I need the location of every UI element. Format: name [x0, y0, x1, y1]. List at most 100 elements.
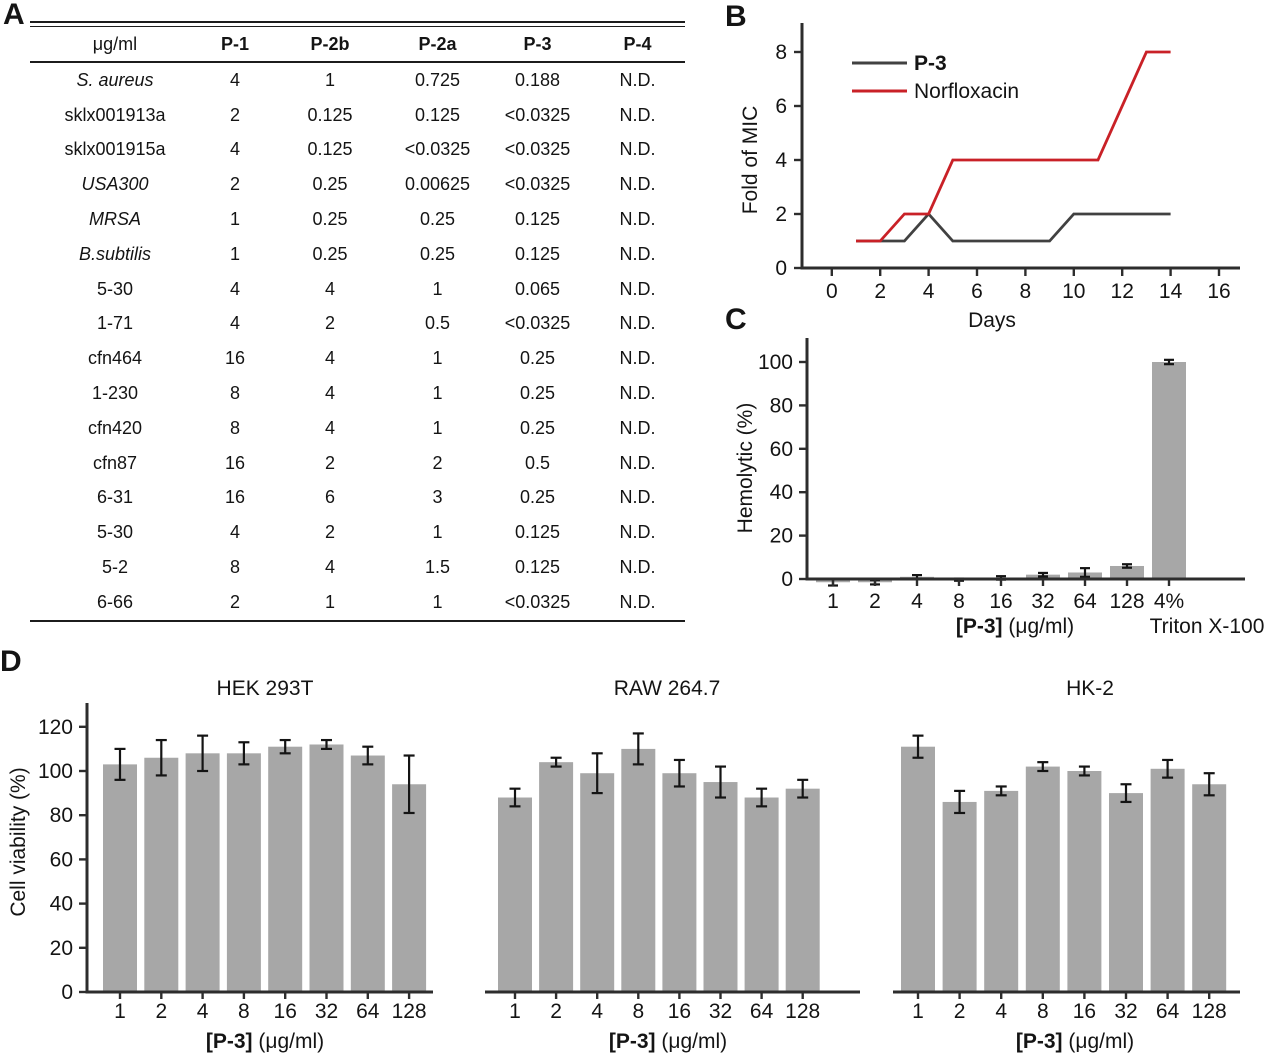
table-row: 5-30 4 4 1 0.065 N.D.: [30, 272, 685, 307]
strain-cell: sklx001915a: [64, 139, 166, 160]
x-axis-title: [P-3] (μg/ml): [206, 1030, 324, 1053]
mic-value-cell: 0.125: [307, 139, 353, 160]
y-tick-label: 120: [38, 716, 73, 739]
legend-label-p3: P-3: [914, 52, 947, 75]
x-tick-label: 1: [912, 1000, 924, 1023]
mic-value-cell: 0.125: [514, 522, 561, 543]
x-axis-title: [P-3] (μg/ml): [609, 1030, 727, 1053]
bar-4: [580, 773, 615, 992]
x-tick-label: 32: [1114, 1000, 1137, 1023]
x-tick-label: 128: [392, 1000, 427, 1023]
table-row: S. aureus 4 1 0.725 0.188 N.D.: [30, 62, 685, 98]
bar-16: [268, 746, 303, 992]
y-tick-label: 100: [38, 760, 73, 783]
x-tick-label: 8: [1020, 280, 1032, 303]
y-tick-label: 80: [770, 394, 793, 417]
strain-cell: 6-66: [96, 591, 134, 612]
chart-title: HEK 293T: [217, 677, 314, 700]
x-tick-label: 12: [1111, 280, 1134, 303]
column-header-p-4: P-4: [623, 33, 652, 54]
bar-8: [621, 748, 656, 992]
hemolysis-bar-chart: 0 20 40 60 80 100 1 2 4 8 16 32 64 128 4% [P-3] (μg/ml)…: [734, 338, 1264, 638]
mic-value-cell: 0.065: [514, 278, 561, 299]
x-tick-label: 32: [709, 1000, 732, 1023]
mic-value-cell: 1: [324, 69, 335, 90]
mic-value-cell: 0.125: [514, 243, 561, 264]
column-header-p-3: P-3: [523, 33, 552, 54]
mic-value-cell: 2: [432, 452, 443, 473]
x-tick-label: 2: [869, 590, 881, 613]
mic-value-cell: N.D.: [619, 522, 656, 543]
mic-value-cell: 4: [229, 313, 240, 334]
mic-value-cell: 0.125: [514, 557, 561, 578]
table-row: sklx001913a 2 0.125 0.125 <0.0325 N.D.: [30, 98, 685, 133]
bar-4: [185, 753, 220, 992]
mic-table-header: μg/ml P-1 P-2b P-2a P-3 P-4: [30, 27, 685, 62]
mic-value-cell: 0.125: [514, 209, 561, 230]
y-tick-label: 100: [758, 351, 793, 374]
bar-64: [350, 755, 385, 992]
mic-value-cell: N.D.: [619, 69, 656, 90]
mic-value-cell: 0.25: [312, 243, 348, 264]
legend-label-norfloxacin: Norfloxacin: [914, 80, 1019, 103]
mic-value-cell: 1: [432, 383, 443, 404]
mic-value-cell: 0.125: [307, 104, 353, 125]
strain-cell: cfn420: [87, 417, 143, 438]
mic-value-cell: N.D.: [619, 591, 656, 612]
series-line-p-3: [856, 211, 1171, 243]
mic-value-cell: 0.5: [524, 452, 551, 473]
strain-cell: 5-30: [96, 522, 134, 543]
mic-value-cell: 0.00625: [404, 174, 471, 195]
bar-1: [103, 764, 137, 992]
mic-value-cell: <0.0325: [504, 139, 571, 160]
x-tick-label: 1: [114, 1000, 126, 1023]
y-tick-label: 80: [50, 804, 73, 827]
mic-value-cell: 1: [432, 417, 443, 438]
strain-cell: 5-2: [101, 557, 128, 578]
panel-a-label: A: [3, 0, 25, 31]
y-axis-title: Fold of MIC: [739, 106, 762, 215]
bar-2: [942, 801, 977, 992]
mic-value-cell: 0.125: [414, 104, 461, 125]
y-tick-label: 0: [61, 981, 73, 1004]
x-tick-label: 128: [1192, 1000, 1227, 1023]
bar-8: [1025, 766, 1060, 992]
x-tick-label: 64: [356, 1000, 380, 1023]
mic-value-cell: 2: [229, 104, 240, 125]
mic-value-cell: 4: [324, 348, 335, 369]
x-tick-label: 128: [785, 1000, 820, 1023]
mic-value-cell: 4: [229, 139, 240, 160]
table-row: B.subtilis 1 0.25 0.25 0.125 N.D.: [30, 237, 685, 272]
mic-table: μg/ml P-1 P-2b P-2a P-3 P-4 S. aureus 4 1 0.725 0…: [30, 26, 685, 622]
mic-value-cell: 4: [229, 69, 240, 90]
x-tick-label: 8: [238, 1000, 250, 1023]
mic-value-cell: 2: [324, 452, 335, 473]
mic-value-cell: 4: [229, 522, 240, 543]
mic-value-cell: 8: [229, 557, 240, 578]
x-tick-label: 4%: [1154, 590, 1184, 613]
mic-value-cell: 1: [432, 591, 443, 612]
chart-title: HK-2: [1066, 677, 1114, 700]
mic-value-cell: 16: [224, 452, 246, 473]
mic-value-cell: <0.0325: [404, 139, 471, 160]
strain-cell: 1-71: [96, 313, 134, 334]
bar-1: [498, 797, 532, 992]
viability-chart-hek293t: 0 20 40 60 80 100 120 1 2 4 8 16 32 64 128 [P-3] (μg/ml…: [7, 677, 433, 1053]
y-tick-label: 6: [775, 95, 787, 118]
bar-32: [703, 782, 738, 992]
y-axis-title: Cell viability (%): [7, 767, 30, 916]
mic-value-cell: 1: [432, 348, 443, 369]
table-row: cfn87 16 2 2 0.5 N.D.: [30, 446, 685, 481]
mic-value-cell: 0.25: [519, 487, 556, 508]
column-header-p-2a: P-2a: [418, 33, 457, 54]
x-tick-label: 10: [1062, 280, 1085, 303]
mic-value-cell: 3: [432, 487, 443, 508]
mic-value-cell: N.D.: [619, 209, 656, 230]
mic-value-cell: N.D.: [619, 557, 656, 578]
strain-cell: 6-31: [96, 487, 134, 508]
mic-value-cell: 1: [229, 243, 240, 264]
x-tick-label: 128: [1109, 590, 1144, 613]
mic-value-cell: <0.0325: [504, 174, 571, 195]
mic-value-cell: 8: [229, 417, 240, 438]
x-tick-label: 32: [315, 1000, 338, 1023]
